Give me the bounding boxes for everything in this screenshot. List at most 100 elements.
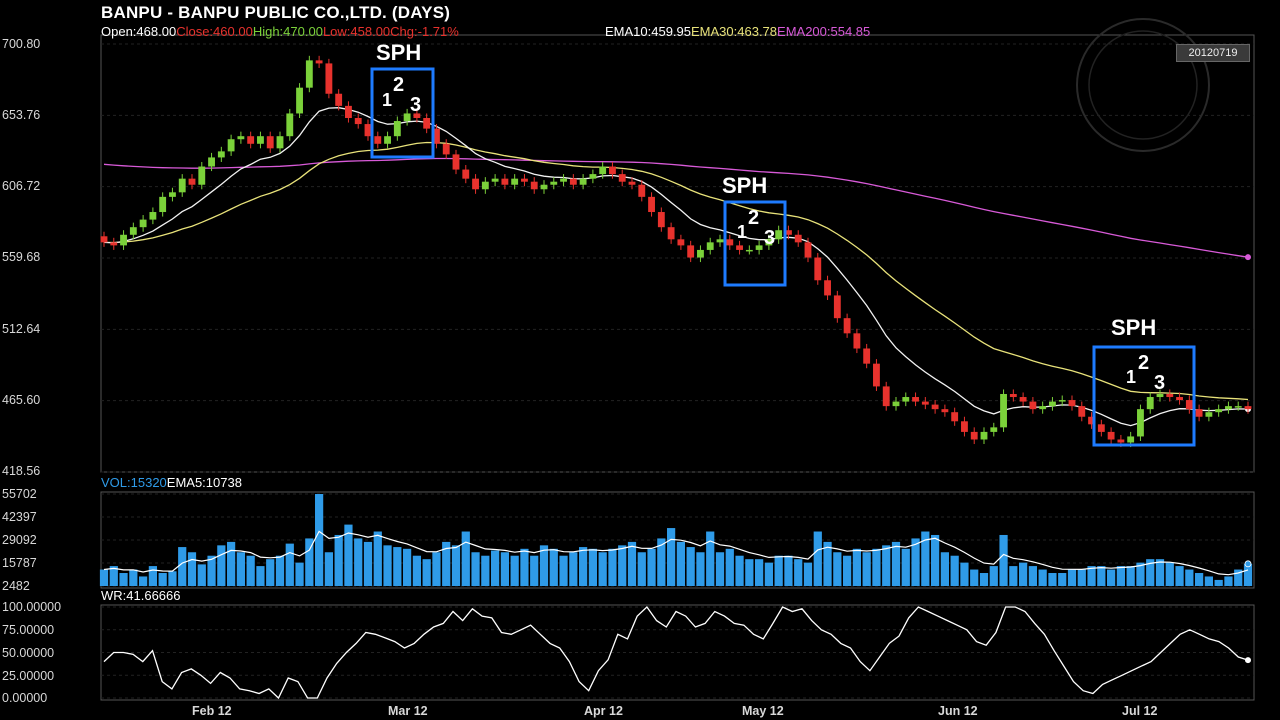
candle-body: [169, 192, 176, 197]
candle-body: [257, 136, 264, 144]
price-tick-label: 606.72: [2, 179, 41, 193]
volume-bar: [285, 543, 294, 586]
volume-bar: [412, 555, 421, 586]
volume-bar: [324, 552, 333, 586]
volume-bar: [657, 538, 666, 586]
wr-tick-label: 50.00000: [2, 646, 55, 660]
volume-bar: [295, 562, 304, 586]
pivot-number: 3: [764, 227, 776, 249]
watermark-logo: [1076, 18, 1210, 152]
candle-body: [1205, 412, 1213, 417]
candle-body: [765, 239, 773, 246]
candle-body: [706, 242, 714, 250]
date-tick-label: Mar 12: [388, 704, 428, 718]
candle-body: [1000, 393, 1007, 428]
volume-bar: [246, 555, 255, 586]
volume-bar: [715, 552, 725, 586]
volume-bar: [481, 555, 490, 586]
ohlc-readout: Open:468.00Close:460.00High:470.00Low:45…: [101, 24, 459, 39]
volume-bar: [500, 552, 509, 586]
candle-body: [247, 136, 255, 144]
volume-bar: [256, 566, 265, 586]
candle-body: [188, 178, 196, 185]
candle-body: [1049, 401, 1056, 407]
volume-bar: [823, 541, 832, 586]
low-value: Low:458.00: [322, 24, 391, 39]
date-tick-label: Jun 12: [938, 704, 978, 718]
candle-body: [1215, 409, 1223, 413]
volume-bar: [1155, 559, 1165, 586]
candle-body: [501, 178, 509, 185]
volume-bar: [1165, 562, 1174, 586]
candle-body: [1244, 406, 1252, 410]
candle-body: [579, 178, 587, 185]
candle-body: [687, 245, 695, 258]
volume-bar: [979, 573, 989, 586]
candle-body: [1225, 406, 1232, 410]
wr-line: [103, 606, 1249, 700]
pivot-number: 2: [748, 207, 760, 229]
candle-body: [804, 242, 812, 258]
volume-bar: [852, 548, 861, 586]
candle-body: [237, 136, 245, 140]
candle-body: [1097, 424, 1105, 432]
candle-body: [296, 87, 303, 114]
volume-bar: [931, 534, 940, 586]
pivot-number: 3: [410, 94, 422, 116]
candle-body: [892, 401, 900, 407]
volume-bar: [1175, 566, 1184, 586]
volume-bar: [363, 541, 373, 586]
volume-bar: [618, 545, 627, 586]
candle-body: [657, 212, 665, 228]
ema30-value: EMA30:463.78: [691, 24, 778, 39]
volume-bar: [696, 552, 705, 586]
price-tick-label: 700.80: [2, 37, 41, 51]
candle-body: [433, 128, 440, 144]
volume-bar: [999, 534, 1008, 586]
volume-bar: [686, 547, 695, 586]
candle-body: [648, 196, 655, 213]
candle-body: [335, 93, 343, 106]
volume-bar: [275, 555, 285, 586]
candle-body: [325, 63, 333, 94]
candle-body: [560, 178, 567, 182]
wr-endpoint: [1245, 657, 1251, 664]
candle-body: [1156, 393, 1164, 398]
candle-body: [364, 124, 372, 137]
ema30-line: [103, 141, 1249, 401]
candle-body: [1127, 436, 1135, 443]
volume-bar: [1097, 566, 1106, 586]
candle-body: [345, 105, 352, 119]
volume-bar: [1058, 573, 1067, 586]
candle-body: [1078, 406, 1086, 417]
candle-body: [217, 151, 225, 158]
pivot-number: 1: [1126, 367, 1137, 387]
volume-bar: [940, 552, 949, 586]
volume-bar: [442, 541, 451, 586]
volume-bar: [1028, 566, 1037, 586]
volume-bar: [119, 573, 128, 586]
volume-bar: [491, 550, 500, 586]
candle-body: [511, 178, 519, 185]
candle-body: [833, 295, 841, 319]
candle-body: [638, 184, 646, 197]
candle-body: [1088, 416, 1095, 425]
candle-body: [100, 236, 108, 243]
date-tick-label: Jul 12: [1122, 704, 1158, 718]
volume-bar: [647, 548, 656, 586]
open-value: Open:468.00: [101, 24, 177, 39]
candle-body: [472, 178, 479, 190]
price-tick-label: 653.76: [2, 108, 41, 122]
candle-body: [462, 169, 470, 179]
volume-tick-label: 55702: [2, 487, 37, 501]
volume-bar: [530, 555, 539, 586]
volume-bar: [1204, 576, 1213, 586]
sph-label: SPH: [376, 40, 422, 65]
volume-bar: [109, 566, 118, 586]
candle-body: [618, 174, 626, 182]
volume-bar: [627, 541, 637, 586]
wr-tick-label: 100.00000: [2, 600, 62, 614]
volume-bar: [1087, 566, 1096, 586]
candle-body: [1117, 439, 1125, 443]
volume-bar: [1146, 559, 1155, 586]
